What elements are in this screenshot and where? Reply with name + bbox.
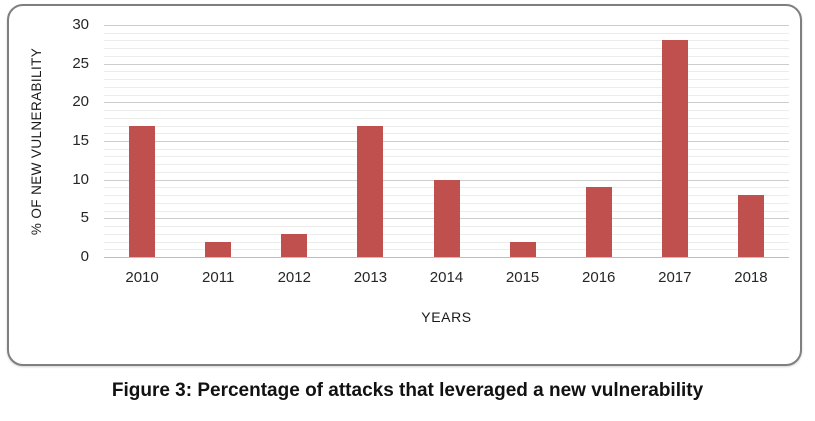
bar-2014 <box>433 179 460 257</box>
x-tick-label-2011: 2011 <box>202 269 235 286</box>
bar-2016 <box>585 187 612 257</box>
bar-2012 <box>281 233 308 257</box>
x-tick-label-2013: 2013 <box>353 269 388 286</box>
bar-2017 <box>661 40 688 257</box>
x-tick-label-2016: 2016 <box>582 269 616 286</box>
minor-gridline <box>104 117 789 119</box>
x-tick-label-2015: 2015 <box>505 269 540 286</box>
major-gridline <box>104 141 789 142</box>
minor-gridline <box>104 94 789 96</box>
bar-2013 <box>357 125 384 257</box>
bar-2011 <box>205 241 232 257</box>
minor-gridline <box>104 55 789 57</box>
y-tick-label-25: 25 <box>72 54 89 72</box>
minor-gridline <box>104 40 789 42</box>
minor-gridline <box>104 156 789 158</box>
minor-gridline <box>104 79 789 81</box>
y-tick-label-20: 20 <box>72 93 89 111</box>
y-tick-label-30: 30 <box>72 16 89 33</box>
minor-gridline <box>104 125 789 127</box>
bar-2010 <box>129 125 156 257</box>
x-tick-label-2010: 2010 <box>125 269 159 286</box>
x-tick-label-2017: 2017 <box>658 269 692 286</box>
bar-2015 <box>509 241 536 257</box>
minor-gridline <box>104 148 789 150</box>
minor-gridline <box>104 171 789 173</box>
y-tick-label-5: 5 <box>80 209 89 227</box>
y-axis-title-text: % OF NEW VULNERABILITY <box>29 47 45 235</box>
major-gridline <box>104 102 789 104</box>
minor-gridline <box>104 71 789 73</box>
x-tick-label-2014: 2014 <box>429 269 464 286</box>
major-gridline <box>104 25 789 26</box>
major-gridline <box>104 63 789 65</box>
y-tick-label-0: 0 <box>80 248 89 265</box>
chart-container: % OF NEW VULNERABILITY YEARS 0 5 10 15 20 25 3… <box>7 4 802 366</box>
bar-2018 <box>737 195 764 257</box>
y-tick-label-15: 15 <box>72 132 89 149</box>
x-tick-label-2018: 2018 <box>734 269 768 286</box>
figure-caption: Figure 3: Percentage of attacks that lev… <box>111 380 704 401</box>
minor-gridline <box>104 133 789 135</box>
minor-gridline <box>104 164 789 166</box>
x-tick-label-2012: 2012 <box>277 269 311 286</box>
x-axis-title: YEARS <box>421 309 472 325</box>
y-tick-label-10: 10 <box>72 170 89 188</box>
minor-gridline <box>104 32 789 34</box>
plot-area <box>104 25 789 258</box>
minor-gridline <box>104 110 789 112</box>
minor-gridline <box>104 48 789 50</box>
minor-gridline <box>104 86 789 88</box>
